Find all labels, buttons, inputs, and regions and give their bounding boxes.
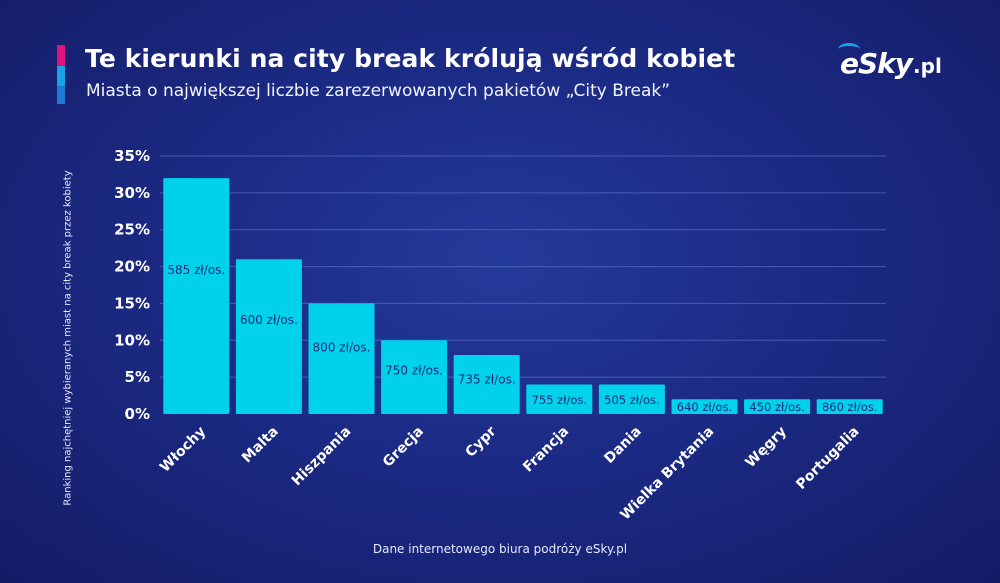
bar: [816, 399, 883, 414]
x-category-label: Węgry: [743, 424, 790, 471]
bar-data-label: 755 zł/os.: [532, 393, 587, 407]
bar: [598, 384, 665, 414]
bar: [453, 355, 520, 414]
bar-data-label: 600 zł/os.: [240, 313, 298, 327]
x-category-label: Cypr: [463, 423, 500, 460]
accent-bar-cyan: [57, 66, 65, 86]
bar: [163, 178, 230, 414]
y-tick-label: 15%: [114, 294, 150, 312]
bar-data-label: 750 zł/os.: [385, 363, 443, 377]
bar-data-label: 585 zł/os.: [167, 263, 225, 277]
y-tick-label: 25%: [114, 221, 150, 239]
x-category-label: Hiszpania: [289, 424, 355, 490]
x-category-label: Francja: [520, 424, 572, 476]
bar: [671, 399, 738, 414]
bar: [744, 399, 811, 414]
bar: [526, 384, 593, 414]
source-note: Dane internetowego biura podróży eSky.pl: [372, 542, 628, 556]
x-category-label: Portugalia: [793, 424, 862, 493]
bar-data-label: 800 zł/os.: [313, 340, 371, 354]
accent-bar-pink: [57, 45, 65, 66]
y-tick-label: 5%: [125, 368, 150, 386]
x-category-label: Włochy: [157, 424, 209, 476]
bar: [308, 303, 375, 414]
logo-swoosh-icon: [838, 43, 860, 56]
bar: [381, 340, 448, 414]
y-tick-label: 20%: [114, 258, 150, 276]
bar-data-label: 860 zł/os.: [822, 400, 877, 414]
bar-data-label: 505 zł/os.: [604, 393, 659, 407]
logo-tld: .pl: [913, 54, 942, 78]
bar-data-label: 450 zł/os.: [749, 400, 804, 414]
accent-bar-blue: [57, 86, 65, 104]
y-tick-label: 0%: [125, 405, 150, 423]
x-category-label: Grecja: [380, 424, 427, 471]
x-category-label: Malta: [239, 424, 282, 467]
bar-data-label: 640 zł/os.: [677, 400, 732, 414]
bar: [235, 259, 302, 414]
x-category-label: Dania: [601, 424, 644, 467]
y-tick-label: 35%: [114, 147, 150, 165]
chart-title: Te kierunki na city break królują wśród …: [85, 44, 736, 73]
chart-subtitle: Miasta o największej liczbie zarezerwowa…: [86, 81, 671, 101]
esky-logo: eSky.pl: [838, 43, 942, 80]
bar-data-label: 735 zł/os.: [458, 372, 516, 386]
y-tick-label: 10%: [114, 331, 150, 349]
y-tick-label: 30%: [114, 184, 150, 202]
